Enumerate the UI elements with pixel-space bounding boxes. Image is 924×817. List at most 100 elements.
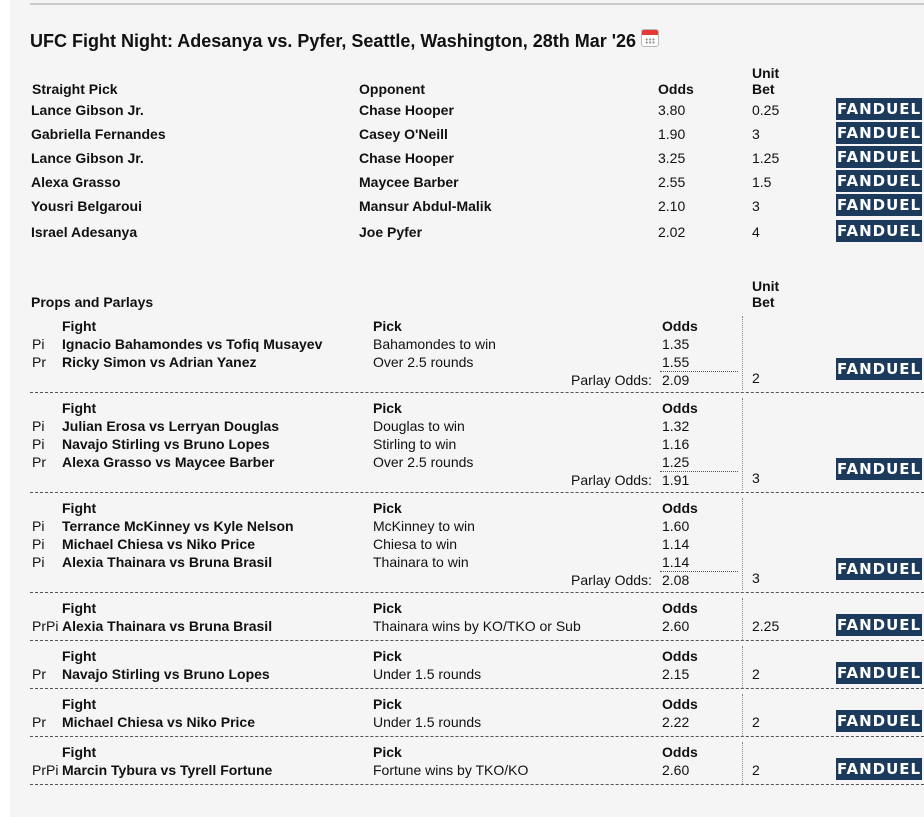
leg-pick: Douglas to win [373,418,465,434]
odds-underline [660,571,738,572]
parlay-odds-label: Parlay Odds: [571,472,652,488]
odds-header: Odds [662,600,698,616]
straight-pick-header: Straight Pick [32,81,118,97]
pick-header: Pick [373,600,402,616]
fanduel-button[interactable]: FANDUEL [836,662,922,684]
unit-bet: 3 [752,470,760,486]
group-separator [30,688,924,689]
pick-odds: 2.02 [658,224,686,240]
fight-name: Alexa Grasso vs Maycee Barber [62,454,275,470]
fight-name: Julian Erosa vs Lerryan Douglas [62,418,280,434]
fanduel-button[interactable]: FANDUEL [836,614,922,636]
leg-pick: Bahamondes to win [373,336,496,352]
fanduel-button[interactable]: FANDUEL [836,220,922,242]
fanduel-button[interactable]: FANDUEL [836,758,922,780]
leg-pick: McKinney to win [373,518,475,534]
opponent-name: Joe Pyfer [359,224,423,240]
unit-bet: 3 [752,198,760,214]
pick-odds: 3.80 [658,102,686,118]
fight-name: Michael Chiesa vs Niko Price [62,536,255,552]
leg-odds: 1.14 [662,536,690,552]
fanduel-button[interactable]: FANDUEL [836,170,922,192]
calendar-icon [641,28,660,47]
leg-type-code: Pr [32,714,46,730]
leg-type-code: Pi [32,536,45,552]
fanduel-button[interactable]: FANDUEL [836,710,922,732]
fight-header: Fight [62,648,97,664]
group-separator [30,784,924,785]
column-divider [742,398,743,490]
odds-underline [660,471,738,472]
unit-bet: 1.5 [752,174,772,190]
unit-bet: 0.25 [752,102,780,118]
leg-pick: Thainara to win [373,554,469,570]
content-panel [10,0,924,817]
fanduel-button[interactable]: FANDUEL [836,98,922,120]
fanduel-button[interactable]: FANDUEL [836,194,922,216]
pick-header: Pick [373,500,402,516]
odds-header: Odds [662,696,698,712]
leg-type-code: Pr [32,666,46,682]
leg-odds: 2.15 [662,666,690,682]
column-divider [742,646,743,688]
event-title: UFC Fight Night: Adesanya vs. Pyfer, Sea… [30,28,660,52]
leg-pick: Fortune wins by TKO/KO [373,762,529,778]
event-title-text: UFC Fight Night: Adesanya vs. Pyfer, Sea… [30,31,637,51]
top-divider [30,3,924,5]
pick-odds: 2.55 [658,174,686,190]
pick-odds: 2.10 [658,198,686,214]
odds-underline [660,371,738,372]
leg-odds: 1.16 [662,436,690,452]
opponent-header: Opponent [359,81,426,97]
leg-type-code: Pi [32,518,45,534]
straight-pick-name: Lance Gibson Jr. [31,102,144,118]
parlay-odds-value: 1.91 [662,472,690,488]
pick-header: Pick [373,318,402,334]
opponent-name: Chase Hooper [359,102,454,118]
leg-type-code: PrPi [32,618,59,634]
leg-pick: Over 2.5 rounds [373,354,474,370]
leg-type-code: Pr [32,354,46,370]
odds-header: Odds [662,500,698,516]
leg-type-code: Pi [32,554,45,570]
pick-header: Pick [373,648,402,664]
leg-pick: Under 1.5 rounds [373,666,482,682]
fight-header: Fight [62,600,97,616]
leg-odds: 2.60 [662,618,690,634]
straight-pick-name: Gabriella Fernandes [31,126,166,142]
leg-odds: 2.60 [662,762,690,778]
fight-name: Alexia Thainara vs Bruna Brasil [62,554,273,570]
opponent-name: Chase Hooper [359,150,454,166]
unit-bet: 4 [752,224,760,240]
unit-bet: 2 [752,666,760,682]
fanduel-button[interactable]: FANDUEL [836,146,922,168]
fanduel-button[interactable]: FANDUEL [836,558,922,580]
fight-header: Fight [62,744,97,760]
unit-bet: 2 [752,370,760,386]
fight-name: Ignacio Bahamondes vs Tofiq Musayev [62,336,323,352]
fight-name: Alexia Thainara vs Bruna Brasil [62,618,273,634]
leg-pick: Stirling to win [373,436,457,452]
fanduel-button[interactable]: FANDUEL [836,122,922,144]
leg-pick: Under 1.5 rounds [373,714,482,730]
fight-name: Navajo Stirling vs Bruno Lopes [62,436,270,452]
leg-odds: 1.14 [662,554,690,570]
column-divider [742,742,743,784]
fanduel-button[interactable]: FANDUEL [836,358,922,380]
fight-name: Ricky Simon vs Adrian Yanez [62,354,257,370]
leg-pick: Thainara wins by KO/TKO or Sub [373,618,581,634]
fanduel-button[interactable]: FANDUEL [836,458,922,480]
group-separator [30,392,924,393]
unit-bet: 3 [752,570,760,586]
leg-odds: 1.60 [662,518,690,534]
parlay-odds-value: 2.09 [662,372,690,388]
leg-pick: Over 2.5 rounds [373,454,474,470]
column-divider [742,498,743,590]
unit-bet: 2 [752,762,760,778]
opponent-name: Maycee Barber [359,174,459,190]
bet-header: Bet [752,81,775,97]
straight-pick-name: Israel Adesanya [31,224,138,240]
leg-type-code: Pi [32,436,45,452]
leg-type-code: Pi [32,336,45,352]
parlay-odds-label: Parlay Odds: [571,372,652,388]
